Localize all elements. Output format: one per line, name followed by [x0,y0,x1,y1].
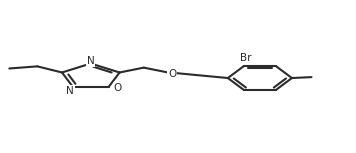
Text: O: O [113,83,122,93]
Text: N: N [66,86,74,96]
Text: Br: Br [240,53,251,63]
Text: N: N [87,56,95,66]
Text: O: O [168,69,176,79]
